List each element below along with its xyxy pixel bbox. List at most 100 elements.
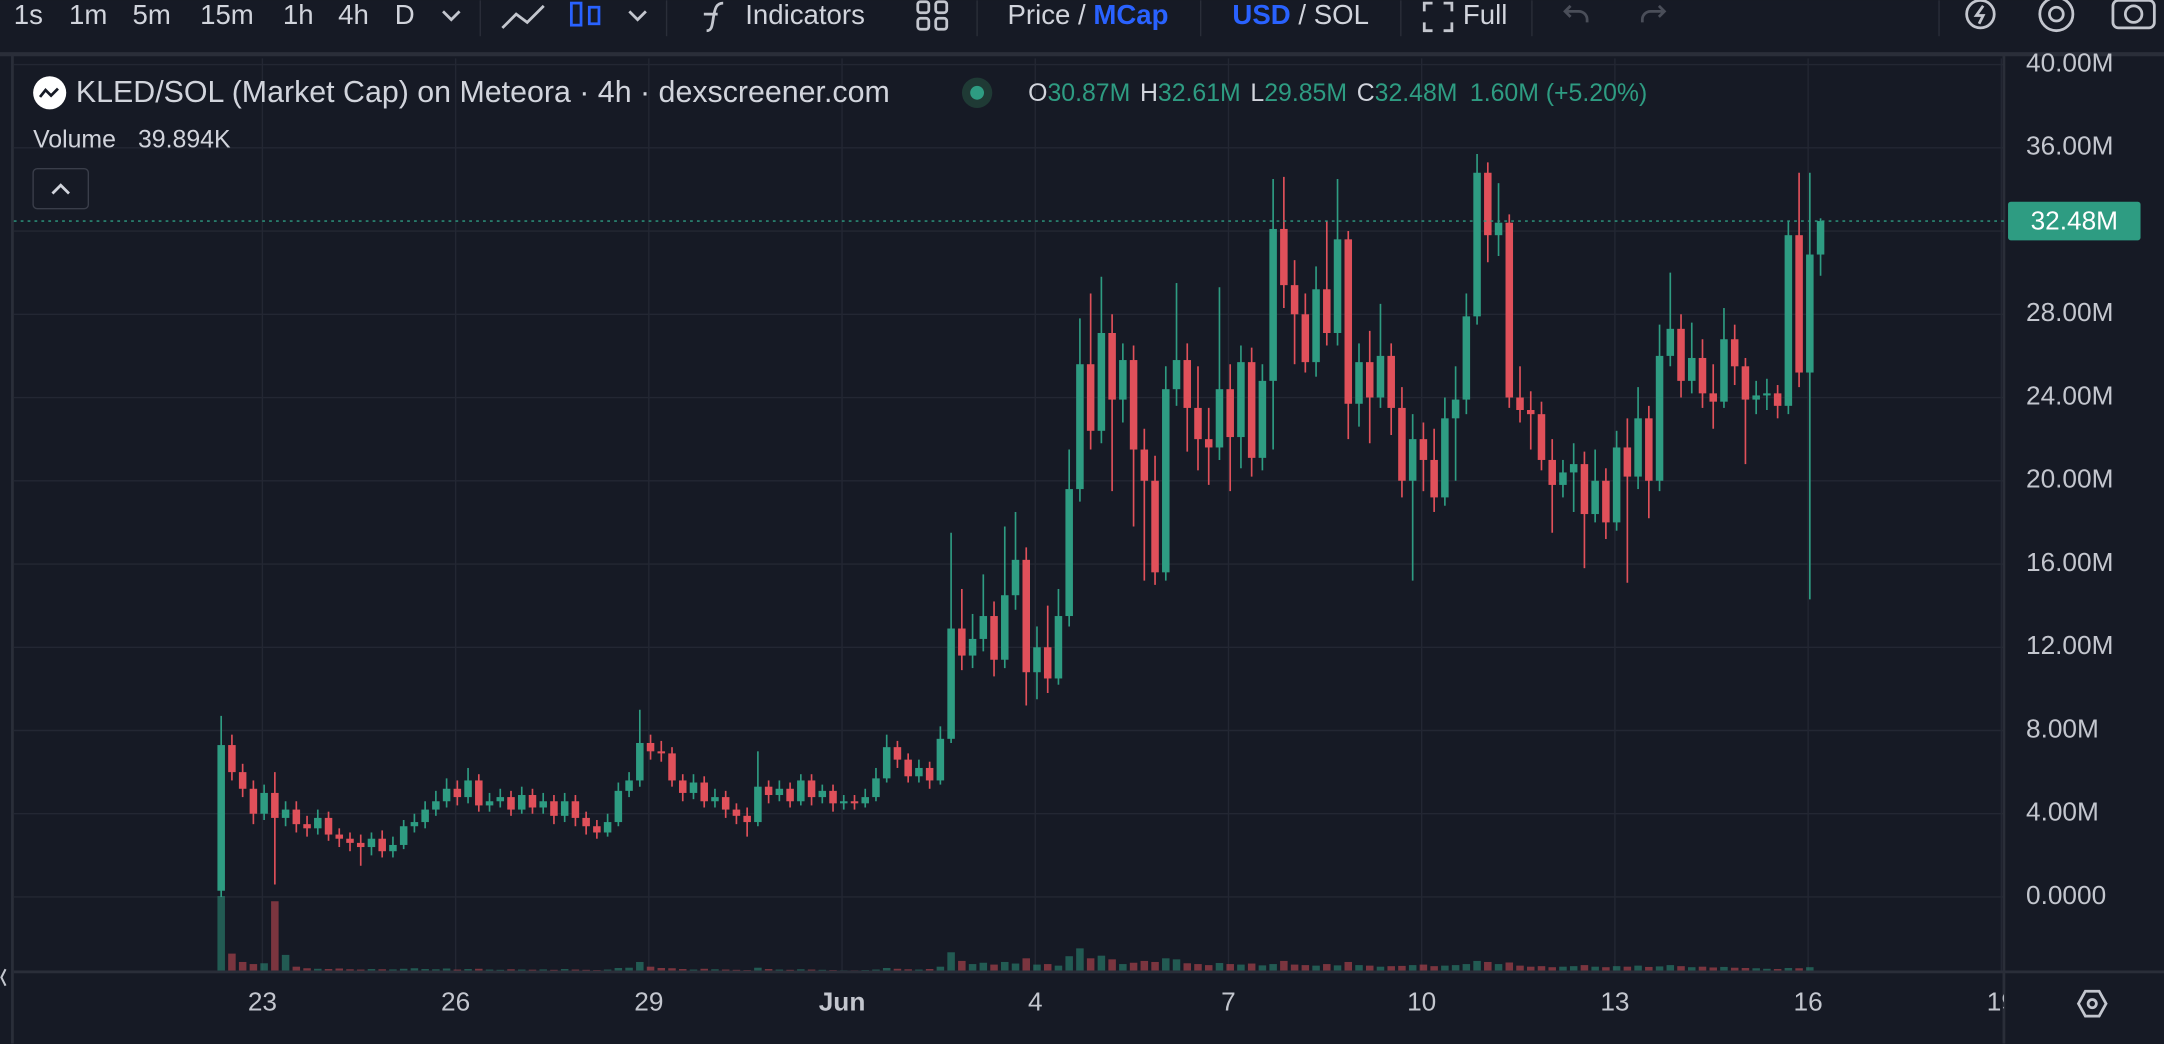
pair-icon-mark bbox=[38, 87, 59, 98]
interval-button[interactable]: 15m bbox=[200, 0, 254, 30]
candle-body bbox=[1226, 389, 1234, 438]
time-axis: 23 26 29 Jun 4 7 10 13 16 19 bbox=[248, 987, 2004, 1017]
volume-bar bbox=[754, 967, 762, 972]
chart-type-dropdown[interactable] bbox=[628, 10, 647, 22]
axis-settings-icon[interactable] bbox=[2076, 989, 2108, 1018]
interval-dropdown[interactable] bbox=[442, 10, 461, 22]
volume-bar bbox=[1162, 958, 1170, 972]
candle-body bbox=[1365, 362, 1374, 398]
volume-bar bbox=[1602, 967, 1610, 972]
volume-bar bbox=[1688, 967, 1696, 972]
toolbar: 1s 1m 5m 15m 1h 4h D Indicators Price / … bbox=[14, 0, 2156, 37]
volume-bar bbox=[893, 968, 902, 972]
sol-option[interactable]: SOL bbox=[1314, 0, 1369, 30]
redo-button[interactable] bbox=[1640, 4, 1667, 23]
price-mode-toggle[interactable]: Price / MCap bbox=[1007, 0, 1168, 30]
candle-body bbox=[1162, 389, 1170, 573]
mcap-option[interactable]: MCap bbox=[1093, 0, 1168, 30]
currency-toggle[interactable]: USD / SOL bbox=[1232, 0, 1369, 30]
candle-body bbox=[1645, 418, 1653, 481]
interval-button[interactable]: 1h bbox=[283, 0, 314, 30]
candle-body bbox=[346, 838, 354, 843]
chart-type-line[interactable] bbox=[501, 4, 545, 29]
volume-bar bbox=[1441, 965, 1449, 972]
candle-body bbox=[1140, 449, 1149, 481]
candle-body bbox=[1688, 357, 1696, 381]
indicators-icon[interactable] bbox=[703, 1, 724, 33]
volume-bar bbox=[1473, 960, 1481, 972]
candle-body bbox=[1816, 221, 1825, 255]
volume-bar bbox=[925, 969, 934, 972]
volume-label: Volume bbox=[33, 127, 116, 154]
interval-button[interactable]: D bbox=[395, 0, 415, 30]
x-tick-label: 4 bbox=[1028, 987, 1043, 1017]
volume-bar bbox=[936, 966, 945, 972]
candle-body bbox=[475, 780, 483, 806]
candle-body bbox=[1312, 289, 1320, 363]
candle-body bbox=[1526, 410, 1535, 415]
candle-body bbox=[979, 616, 988, 639]
candle-body bbox=[850, 801, 859, 804]
volume-bar bbox=[1505, 962, 1514, 972]
volume-bar bbox=[421, 969, 429, 972]
candle-body bbox=[947, 628, 955, 739]
candle-body bbox=[1076, 364, 1084, 490]
candle-body bbox=[1323, 289, 1331, 333]
volume-bar bbox=[1591, 966, 1599, 972]
fullscreen-icon[interactable] bbox=[1422, 1, 1454, 33]
candle-body bbox=[614, 790, 623, 823]
layout-icon[interactable] bbox=[916, 0, 949, 31]
candle-body bbox=[1204, 439, 1213, 448]
candle-body bbox=[1548, 459, 1556, 485]
volume-bar bbox=[1398, 965, 1406, 972]
alert-icon[interactable] bbox=[1965, 0, 1996, 30]
full-button[interactable]: Full bbox=[1463, 0, 1507, 30]
candle-body bbox=[1301, 314, 1310, 363]
candle-body bbox=[453, 788, 462, 798]
status-dot bbox=[970, 85, 985, 100]
candle-body bbox=[915, 767, 923, 777]
volume-bar bbox=[668, 968, 676, 972]
candle-body bbox=[786, 788, 794, 802]
undo-button[interactable] bbox=[1563, 4, 1589, 23]
volume-bar bbox=[1548, 967, 1556, 972]
ohlc-value: 32.61M bbox=[1158, 80, 1241, 107]
interval-button[interactable]: 5m bbox=[132, 0, 170, 30]
volume-bar bbox=[1129, 962, 1138, 972]
candle-body bbox=[775, 788, 784, 796]
candle-body bbox=[1344, 239, 1353, 404]
price-option[interactable]: Price bbox=[1007, 0, 1070, 30]
candle-body bbox=[840, 801, 848, 804]
interval-button[interactable]: 1s bbox=[14, 0, 43, 30]
candle-body bbox=[603, 822, 612, 833]
candle-body bbox=[711, 797, 719, 802]
candle-body bbox=[829, 790, 837, 804]
candle-body bbox=[410, 822, 419, 827]
candle-body bbox=[1720, 339, 1728, 402]
volume-bar bbox=[990, 964, 998, 972]
candle-body bbox=[528, 795, 537, 808]
settings-icon[interactable] bbox=[2038, 0, 2075, 33]
candle-body bbox=[1408, 439, 1417, 481]
volume-bar bbox=[1043, 964, 1052, 972]
candle-body bbox=[1462, 316, 1471, 400]
indicators-button[interactable]: Indicators bbox=[745, 0, 865, 30]
screenshot-icon[interactable] bbox=[2111, 0, 2156, 30]
scroll-left[interactable] bbox=[0, 968, 7, 987]
y-tick-label: 12.00M bbox=[2026, 630, 2113, 660]
candle-body bbox=[1709, 393, 1717, 402]
usd-option[interactable]: USD bbox=[1232, 0, 1290, 30]
volume-bar bbox=[882, 967, 891, 972]
chart-type-candles[interactable] bbox=[569, 1, 601, 27]
interval-button[interactable]: 1m bbox=[69, 0, 107, 30]
candle-body bbox=[732, 809, 741, 816]
collapse-button[interactable] bbox=[32, 168, 90, 210]
volume-bar bbox=[410, 968, 419, 972]
volume-bar bbox=[646, 966, 655, 972]
interval-button[interactable]: 4h bbox=[338, 0, 369, 30]
x-tick-label: 13 bbox=[1600, 987, 1629, 1017]
volume-bar bbox=[1269, 964, 1277, 972]
volume-bar bbox=[1494, 964, 1503, 972]
volume-bar bbox=[1784, 967, 1793, 972]
